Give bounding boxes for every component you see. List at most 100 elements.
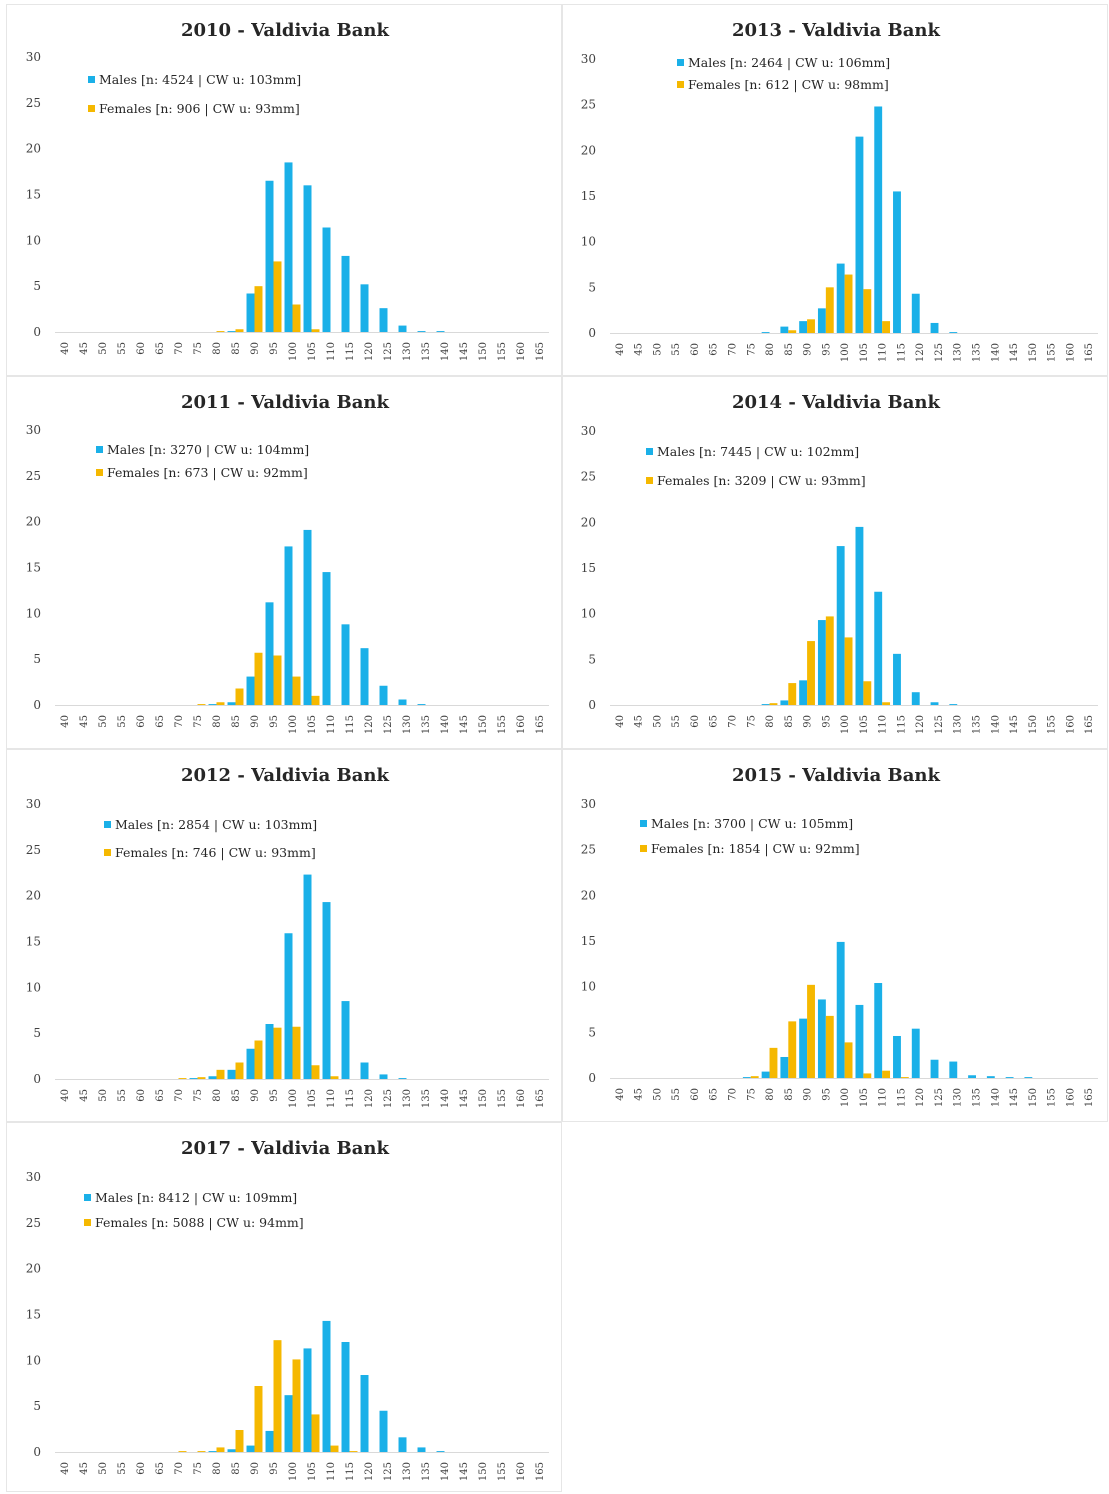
chart-title: 2013 - Valdivia Bank xyxy=(732,20,941,41)
females-bar xyxy=(254,1040,263,1079)
x-tick-label: 160 xyxy=(1065,343,1076,362)
males-bar xyxy=(227,1449,236,1452)
legend-label-males: Males [n: 3700 | CW u: 105mm] xyxy=(651,816,853,831)
x-tick-label: 70 xyxy=(174,715,185,728)
legend-swatch-males xyxy=(96,446,103,453)
females-bar xyxy=(882,1070,891,1078)
x-tick-label: 115 xyxy=(896,343,907,362)
x-tick-label: 115 xyxy=(345,1089,356,1108)
x-tick-label: 140 xyxy=(990,343,1001,362)
y-tick-label: 10 xyxy=(26,606,41,620)
x-tick-label: 55 xyxy=(117,1089,128,1102)
x-tick-label: 115 xyxy=(896,715,907,734)
x-tick-label: 125 xyxy=(383,1462,394,1481)
legend-swatch-males xyxy=(640,820,647,827)
y-tick-label: 15 xyxy=(581,561,596,575)
males-bar xyxy=(303,529,312,705)
y-tick-label: 10 xyxy=(581,235,596,249)
legend-swatch-males xyxy=(677,59,684,66)
x-tick-label: 65 xyxy=(709,343,720,356)
x-tick-label: 150 xyxy=(478,715,489,734)
legend-swatch-females xyxy=(677,81,684,88)
x-tick-label: 165 xyxy=(535,342,546,361)
males-bar xyxy=(836,263,845,333)
males-bar xyxy=(817,308,826,333)
x-tick-label: 70 xyxy=(174,1089,185,1102)
y-tick-label: 30 xyxy=(581,797,596,811)
x-tick-label: 160 xyxy=(1065,1088,1076,1107)
males-bar xyxy=(265,180,274,332)
males-bar xyxy=(189,1078,198,1079)
x-tick-label: 165 xyxy=(535,1462,546,1481)
females-bar xyxy=(788,330,797,333)
legend-swatch-males xyxy=(88,76,95,83)
males-bar xyxy=(986,1076,995,1078)
males-bar xyxy=(780,700,789,705)
x-tick-label: 135 xyxy=(421,342,432,361)
chart-svg-2014: 2014 - Valdivia Bank 0 5 10 15 20 25 30 40 45 50 55… xyxy=(581,392,1098,734)
females-bar xyxy=(197,1451,206,1452)
females-bar xyxy=(825,616,834,705)
males-bar xyxy=(436,1451,445,1452)
males-bar xyxy=(911,1028,920,1078)
x-tick-label: 45 xyxy=(79,342,90,355)
x-tick-label: 45 xyxy=(634,1088,645,1101)
females-bar xyxy=(292,676,301,705)
x-tick-label: 150 xyxy=(1028,1088,1039,1107)
males-bar xyxy=(417,1447,426,1452)
females-bar xyxy=(788,1021,797,1078)
males-bar xyxy=(246,676,255,705)
x-tick-label: 160 xyxy=(516,715,527,734)
males-bar xyxy=(284,546,293,705)
x-tick-label: 110 xyxy=(326,342,337,361)
males-bar xyxy=(930,1059,939,1078)
y-tick-label: 20 xyxy=(26,515,41,529)
x-tick-label: 165 xyxy=(1084,343,1095,362)
x-tick-label: 145 xyxy=(459,1089,470,1108)
females-bar xyxy=(235,1430,244,1452)
legend-swatch-females xyxy=(646,477,653,484)
x-tick-label: 105 xyxy=(307,342,318,361)
males-bar xyxy=(855,136,864,333)
x-tick-label: 130 xyxy=(953,1088,964,1107)
females-bar xyxy=(863,681,872,705)
females-bar xyxy=(273,1340,282,1452)
females-bar xyxy=(197,704,206,705)
chart-title: 2014 - Valdivia Bank xyxy=(732,392,941,413)
x-tick-label: 130 xyxy=(402,1462,413,1481)
y-tick-label: 0 xyxy=(33,698,41,712)
x-tick-label: 60 xyxy=(136,1089,147,1102)
x-tick-label: 110 xyxy=(878,1088,889,1107)
x-tick-label: 50 xyxy=(98,1462,109,1475)
x-tick-label: 150 xyxy=(478,1089,489,1108)
x-tick-label: 55 xyxy=(117,342,128,355)
x-tick-label: 155 xyxy=(1047,1088,1058,1107)
y-tick-label: 25 xyxy=(26,96,41,110)
chart-svg-2011: 2011 - Valdivia Bank 0 5 10 15 20 25 30 40 45 50 55… xyxy=(26,392,549,734)
chart-panel-2011: 2011 - Valdivia Bank 0 5 10 15 20 25 30 40 45 50 55… xyxy=(6,376,562,749)
males-bar xyxy=(780,1056,789,1078)
males-bar xyxy=(893,191,901,333)
males-bar xyxy=(246,1048,255,1079)
x-tick-label: 80 xyxy=(212,1089,223,1102)
x-tick-label: 160 xyxy=(1065,715,1076,734)
females-bar xyxy=(235,329,244,332)
legend-label-females: Females [n: 906 | CW u: 93mm] xyxy=(99,101,300,116)
chart-svg-2013: 2013 - Valdivia Bank 0 5 10 15 20 25 30 40 45 50 55… xyxy=(581,20,1098,362)
x-tick-label: 65 xyxy=(709,1088,720,1101)
x-tick-label: 140 xyxy=(440,342,451,361)
females-bar xyxy=(254,1386,263,1452)
females-bar xyxy=(825,287,834,333)
y-tick-label: 20 xyxy=(26,889,41,903)
y-tick-label: 5 xyxy=(588,652,596,666)
males-bar xyxy=(379,308,388,332)
y-tick-label: 0 xyxy=(33,1445,41,1459)
x-tick-label: 45 xyxy=(79,715,90,728)
females-bar xyxy=(844,274,853,333)
legend-swatch-females xyxy=(640,845,647,852)
males-bar xyxy=(417,331,426,332)
x-tick-label: 65 xyxy=(155,1462,166,1475)
males-bar xyxy=(817,999,826,1078)
x-tick-label: 125 xyxy=(383,715,394,734)
legend-label-males: Males [n: 7445 | CW u: 102mm] xyxy=(657,444,859,459)
